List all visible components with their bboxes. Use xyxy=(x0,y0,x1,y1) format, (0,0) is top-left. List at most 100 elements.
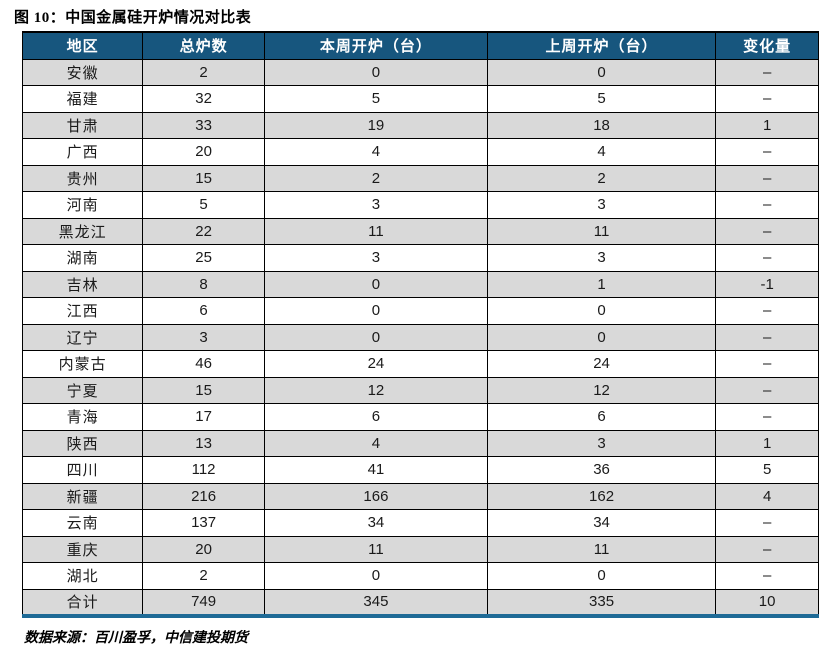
region-cell: 辽宁 xyxy=(21,323,144,351)
value-cell: 11 xyxy=(486,217,717,245)
figure-title: 图 10：中国金属硅开炉情况对比表 xyxy=(14,10,252,26)
value-cell: – xyxy=(715,191,819,219)
value-cell: 17 xyxy=(142,403,265,431)
value-cell: – xyxy=(715,535,819,563)
table-row: 湖南 25 3 3– xyxy=(21,244,819,272)
value-cell: 0 xyxy=(486,58,717,86)
value-cell: 0 xyxy=(263,323,488,351)
value-cell: 749 xyxy=(142,588,265,616)
value-cell: 5 xyxy=(486,85,717,113)
column-header-last-week: 上周开炉（台） xyxy=(486,31,717,60)
value-cell: 12 xyxy=(486,376,717,404)
value-cell: 19 xyxy=(263,111,488,139)
table-header-row: 地区 总炉数 本周开炉（台） 上周开炉（台） 变化量 xyxy=(21,31,819,60)
value-cell: -1 xyxy=(715,270,819,298)
value-cell: 0 xyxy=(263,562,488,590)
value-cell: – xyxy=(715,350,819,378)
value-cell: 3 xyxy=(486,191,717,219)
region-cell: 黑龙江 xyxy=(21,217,144,245)
value-cell: 6 xyxy=(142,297,265,325)
value-cell: 137 xyxy=(142,509,265,537)
region-cell: 贵州 xyxy=(21,164,144,192)
region-cell: 甘肃 xyxy=(21,111,144,139)
value-cell: – xyxy=(715,509,819,537)
table-row: 四川 112 41 36 5 xyxy=(21,456,819,484)
value-cell: 5 xyxy=(715,456,819,484)
value-cell: 166 xyxy=(263,482,488,510)
value-cell: 3 xyxy=(263,191,488,219)
value-cell: 4 xyxy=(715,482,819,510)
value-cell: 33 xyxy=(142,111,265,139)
table-row: 内蒙古 46 24 24– xyxy=(21,350,819,378)
value-cell: 22 xyxy=(142,217,265,245)
table-row: 重庆 20 11 11– xyxy=(21,535,819,563)
value-cell: 13 xyxy=(142,429,265,457)
region-cell: 江西 xyxy=(21,297,144,325)
value-cell: 20 xyxy=(142,138,265,166)
value-cell: 32 xyxy=(142,85,265,113)
value-cell: 34 xyxy=(486,509,717,537)
region-cell: 内蒙古 xyxy=(21,350,144,378)
column-header-total-furnaces: 总炉数 xyxy=(142,31,265,60)
value-cell: 5 xyxy=(263,85,488,113)
value-cell: – xyxy=(715,297,819,325)
table-row: 新疆 216 166 162 4 xyxy=(21,482,819,510)
value-cell: 3 xyxy=(263,244,488,272)
value-cell: 112 xyxy=(142,456,265,484)
value-cell: 345 xyxy=(263,588,488,616)
table-row: 江西 6 0 0– xyxy=(21,297,819,325)
table-row: 安徽 2 0 0– xyxy=(21,58,819,86)
value-cell: 6 xyxy=(486,403,717,431)
value-cell: 216 xyxy=(142,482,265,510)
table-row: 贵州 15 2 2– xyxy=(21,164,819,192)
region-cell: 新疆 xyxy=(21,482,144,510)
table-row: 青海 17 6 6– xyxy=(21,403,819,431)
table-row: 云南 137 34 34– xyxy=(21,509,819,537)
table-row: 辽宁 3 0 0– xyxy=(21,323,819,351)
region-cell: 福建 xyxy=(21,85,144,113)
region-cell: 广西 xyxy=(21,138,144,166)
region-cell: 陕西 xyxy=(21,429,144,457)
value-cell: 6 xyxy=(263,403,488,431)
value-cell: 24 xyxy=(486,350,717,378)
table-row: 黑龙江 22 11 11– xyxy=(21,217,819,245)
value-cell: 4 xyxy=(486,138,717,166)
column-header-this-week: 本周开炉（台） xyxy=(263,31,488,60)
furnace-comparison-table: 地区 总炉数 本周开炉（台） 上周开炉（台） 变化量 安徽 2 0 0– 福建 32 5 5–… xyxy=(21,31,819,618)
value-cell: – xyxy=(715,376,819,404)
table-row: 吉林 8 0 1 -1 xyxy=(21,270,819,298)
value-cell: 15 xyxy=(142,164,265,192)
region-cell: 青海 xyxy=(21,403,144,431)
value-cell: 11 xyxy=(263,217,488,245)
value-cell: – xyxy=(715,562,819,590)
value-cell: – xyxy=(715,244,819,272)
value-cell: 46 xyxy=(142,350,265,378)
table-row: 陕西 13 4 3 1 xyxy=(21,429,819,457)
value-cell: 0 xyxy=(263,270,488,298)
value-cell: 0 xyxy=(486,562,717,590)
table-row: 福建 32 5 5– xyxy=(21,85,819,113)
value-cell: 2 xyxy=(486,164,717,192)
table-body: 安徽 2 0 0– 福建 32 5 5– 甘肃 33 19 18 1 广西 20 4 4– 贵州 15 2 2– 河南 5 3… xyxy=(21,58,819,616)
value-cell: 162 xyxy=(486,482,717,510)
value-cell: 3 xyxy=(486,429,717,457)
value-cell: – xyxy=(715,323,819,351)
value-cell: 10 xyxy=(715,588,819,616)
column-header-change: 变化量 xyxy=(715,31,819,60)
region-cell: 湖北 xyxy=(21,562,144,590)
value-cell: 20 xyxy=(142,535,265,563)
column-header-region: 地区 xyxy=(21,31,144,60)
value-cell: 2 xyxy=(142,562,265,590)
value-cell: 5 xyxy=(142,191,265,219)
value-cell: 0 xyxy=(263,297,488,325)
value-cell: 3 xyxy=(142,323,265,351)
value-cell: 4 xyxy=(263,429,488,457)
region-cell: 河南 xyxy=(21,191,144,219)
value-cell: 11 xyxy=(263,535,488,563)
table-row: 湖北 2 0 0– xyxy=(21,562,819,590)
table-row: 河南 5 3 3– xyxy=(21,191,819,219)
region-cell: 安徽 xyxy=(21,58,144,86)
region-cell: 宁夏 xyxy=(21,376,144,404)
region-cell: 合计 xyxy=(21,588,144,616)
